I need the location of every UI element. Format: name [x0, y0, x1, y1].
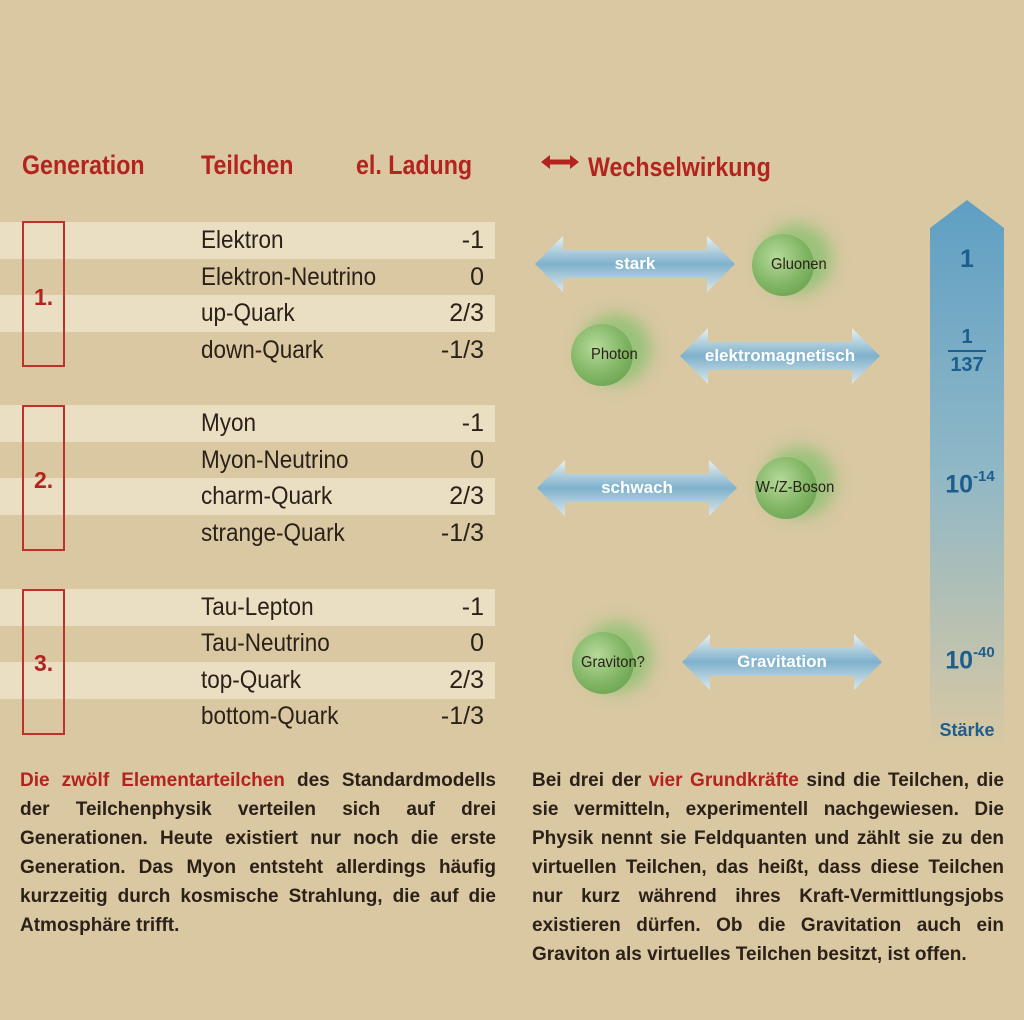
particle-name: Myon [201, 409, 257, 437]
force-label-elektromagnetisch: elektromagnetisch [704, 346, 856, 365]
fraction-bar [948, 350, 986, 352]
particle-charge: 2/3 [449, 482, 484, 510]
text-right: Bei drei der vier Grundkräfte sind die T… [532, 766, 1004, 969]
wz-boson-ball [755, 457, 817, 519]
boson-label-wz: W-/Z-Boson [756, 479, 835, 496]
particle-name: Myon-Neutrino [201, 446, 349, 474]
force-label-schwach: schwach [601, 478, 673, 497]
strength-label: Stärke [939, 720, 995, 740]
strength-schwach: 10-14 [930, 468, 1010, 499]
text-right-highlight: vier Grundkräfte [648, 770, 799, 791]
generation-3-label: 3. [34, 650, 54, 676]
strength-denominator: 137 [950, 354, 984, 376]
particle-charge: 0 [470, 446, 484, 474]
particle-name: strange-Quark [201, 519, 345, 547]
text-left-rest: des Standardmodells der Teilchenphysik v… [20, 770, 496, 936]
gravitation-arrow [682, 634, 882, 690]
boson-label-photon: Photon [591, 346, 638, 363]
stark-arrow [535, 236, 735, 292]
row-band [0, 662, 495, 699]
row-band [0, 295, 495, 332]
strength-scale-arrow [930, 200, 1004, 748]
double-arrow-icon [541, 155, 579, 169]
particle-name: Tau-Neutrino [201, 629, 330, 657]
force-label-gravitation: Gravitation [737, 652, 827, 671]
text-right-before: Bei drei der [532, 770, 649, 791]
boson-label-gluonen: Gluonen [771, 256, 827, 273]
row-band [0, 589, 495, 626]
generation-1-label: 1. [34, 284, 54, 310]
header-particles: Teilchen [201, 150, 294, 180]
row-band [0, 222, 495, 259]
particle-charge: -1 [461, 226, 484, 254]
generation-3-box [22, 589, 65, 735]
strength-base: 10 [945, 646, 974, 675]
strength-numerator: 1 [961, 326, 973, 348]
text-left-highlight: Die zwölf Elementarteilchen [20, 770, 285, 791]
particle-charge: 2/3 [449, 299, 484, 327]
header-charge: el. Ladung [356, 150, 473, 180]
particle-charge: -1/3 [440, 336, 484, 364]
particle-charge: 0 [470, 263, 484, 291]
generation-1-box [22, 221, 65, 367]
particle-charge: -1 [461, 593, 484, 621]
particle-name: top-Quark [201, 666, 302, 694]
row-band [0, 405, 495, 442]
particle-name: charm-Quark [201, 482, 333, 510]
strength-gravitation: 10-40 [930, 644, 1010, 675]
particle-charge: 2/3 [449, 666, 484, 694]
particle-charge: -1 [461, 409, 484, 437]
schwach-arrow [537, 460, 737, 516]
particle-name: Tau-Lepton [201, 593, 314, 621]
header-interaction: Wechselwirkung [588, 152, 771, 182]
force-label-stark: stark [614, 254, 656, 273]
particle-charge: -1/3 [440, 519, 484, 547]
strength-base: 10 [945, 470, 974, 499]
generation-2-box [22, 405, 65, 551]
strength-stark: 1 [932, 245, 1002, 274]
particle-charge: -1/3 [440, 702, 484, 730]
boson-label-graviton: Graviton? [581, 654, 645, 671]
particle-charge: 0 [470, 629, 484, 657]
row-band [0, 478, 495, 515]
strength-elektromagnetisch: 1 137 [940, 326, 994, 376]
graviton-ball [572, 632, 634, 694]
particle-name: up-Quark [201, 299, 295, 327]
strength-exponent: -14 [973, 468, 995, 485]
particle-name: Elektron-Neutrino [201, 263, 377, 291]
particle-name: Elektron [201, 226, 284, 254]
gluon-ball [752, 234, 814, 296]
generation-2-label: 2. [34, 467, 54, 493]
strength-exponent: -40 [973, 644, 995, 661]
particle-name: bottom-Quark [201, 702, 339, 730]
header-generation: Generation [22, 150, 145, 180]
photon-ball [571, 324, 633, 386]
text-left: Die zwölf Elementarteilchen des Standard… [20, 766, 496, 940]
text-right-rest: sind die Teilchen, die sie vermitteln, e… [532, 770, 1004, 965]
strength-base: 1 [960, 245, 974, 273]
elektromagnetisch-arrow [680, 328, 880, 384]
particle-name: down-Quark [201, 336, 324, 364]
